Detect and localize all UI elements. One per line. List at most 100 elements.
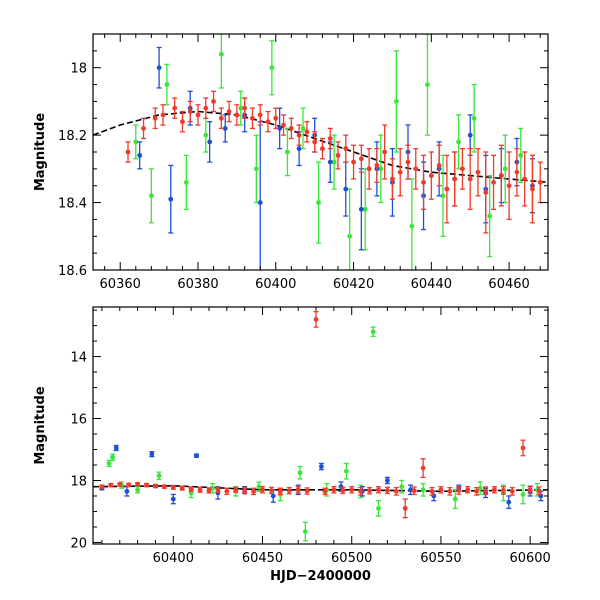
data-point xyxy=(188,486,194,492)
data-point xyxy=(312,139,318,145)
data-point xyxy=(215,487,221,493)
series-r xyxy=(99,310,542,519)
data-point xyxy=(238,105,244,111)
data-point xyxy=(376,487,381,493)
light-curve-zoom-panel: 60360 60380 60400 60420 60440 60460 18 18.2 18.4… xyxy=(33,33,549,292)
data-point xyxy=(153,483,158,489)
data-point xyxy=(425,82,430,87)
data-point xyxy=(218,51,224,57)
data-point xyxy=(358,488,364,494)
data-point xyxy=(207,139,213,145)
data-point xyxy=(385,488,390,493)
y-tick-label: 14 xyxy=(70,351,87,366)
y-tick-label: 18 xyxy=(70,474,87,489)
data-point xyxy=(277,488,283,494)
data-point xyxy=(125,149,131,155)
data-point xyxy=(304,129,310,135)
data-point xyxy=(234,112,240,118)
series-b xyxy=(99,444,544,510)
data-point xyxy=(397,169,403,175)
data-point xyxy=(322,488,328,494)
data-point xyxy=(421,179,426,185)
data-point xyxy=(269,65,275,71)
data-point xyxy=(126,482,132,488)
data-point xyxy=(141,125,146,131)
data-point xyxy=(467,176,473,182)
data-point xyxy=(483,190,489,195)
x-tick-label: 60450 xyxy=(242,551,283,566)
data-point xyxy=(260,487,265,493)
data-point xyxy=(492,487,497,493)
data-point xyxy=(467,132,473,138)
x-tick-label: 60500 xyxy=(331,551,372,566)
data-point xyxy=(149,451,155,457)
y-tick-label: 18.2 xyxy=(58,129,87,144)
data-point xyxy=(113,445,119,451)
data-point xyxy=(393,99,399,104)
data-point xyxy=(137,152,143,158)
series-g xyxy=(106,326,540,542)
data-point xyxy=(99,484,105,490)
data-point xyxy=(456,488,462,493)
data-point xyxy=(343,186,349,192)
data-point xyxy=(358,206,364,212)
data-point xyxy=(444,186,450,192)
y-axis-label: Magnitude xyxy=(33,386,48,465)
data-point xyxy=(440,193,446,199)
data-point xyxy=(135,487,141,493)
data-point xyxy=(474,488,480,494)
data-point xyxy=(327,136,333,141)
data-point xyxy=(295,487,301,493)
data-point xyxy=(465,487,471,493)
data-point xyxy=(514,169,520,175)
data-point xyxy=(362,206,368,212)
data-point xyxy=(297,470,303,476)
data-point xyxy=(318,464,324,469)
data-point xyxy=(420,487,426,493)
data-point xyxy=(257,112,263,118)
data-point xyxy=(347,233,353,239)
data-point xyxy=(302,529,308,535)
data-point xyxy=(378,166,384,172)
x-tick-label: 60420 xyxy=(333,277,374,292)
data-point xyxy=(210,485,215,491)
data-point xyxy=(256,484,262,490)
data-point xyxy=(108,482,114,488)
data-point xyxy=(179,485,185,491)
data-point xyxy=(304,488,310,494)
data-point xyxy=(222,125,228,131)
data-point xyxy=(411,488,417,494)
data-point xyxy=(536,488,542,494)
data-point xyxy=(110,454,116,460)
data-point xyxy=(487,213,493,219)
data-point xyxy=(390,176,395,182)
data-point xyxy=(250,115,255,121)
y-tick-label: 18.6 xyxy=(58,264,87,279)
data-point xyxy=(313,316,319,322)
data-point xyxy=(288,125,294,131)
data-point xyxy=(537,179,543,185)
data-point xyxy=(409,223,415,229)
x-axis-label: HJD−2400000 xyxy=(270,569,371,584)
data-point xyxy=(233,487,239,493)
data-point xyxy=(456,139,461,145)
data-point xyxy=(420,465,426,471)
plot-frame xyxy=(92,33,549,271)
data-point xyxy=(224,488,230,494)
light-curve-full-panel: 60400 60450 60500 60550 60600 14 16 18 20 Magnitu… xyxy=(33,306,551,584)
data-point xyxy=(273,115,279,121)
data-point xyxy=(156,65,162,71)
data-point xyxy=(370,329,376,335)
data-point xyxy=(413,166,419,172)
data-point xyxy=(281,122,286,128)
data-point xyxy=(180,119,185,125)
data-point xyxy=(520,445,526,451)
x-tick-label: 60550 xyxy=(420,551,461,566)
data-point xyxy=(527,487,533,493)
data-point xyxy=(518,152,524,158)
data-point xyxy=(300,125,306,131)
data-point xyxy=(522,176,528,182)
data-point xyxy=(152,115,158,121)
x-tick-label: 60460 xyxy=(488,277,529,292)
data-point xyxy=(452,496,458,502)
